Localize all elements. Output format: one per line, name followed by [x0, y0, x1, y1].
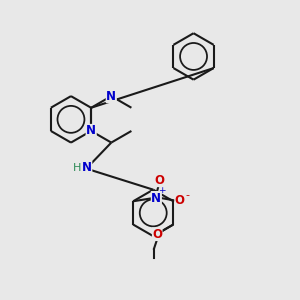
Text: -: - [185, 190, 189, 200]
Text: O: O [175, 194, 184, 207]
Text: N: N [82, 161, 92, 174]
Text: N: N [86, 124, 96, 137]
Text: N: N [151, 192, 161, 205]
Text: N: N [106, 90, 116, 103]
Text: H: H [73, 163, 81, 173]
Text: O: O [152, 228, 162, 241]
Text: +: + [158, 187, 166, 196]
Text: O: O [154, 174, 164, 187]
